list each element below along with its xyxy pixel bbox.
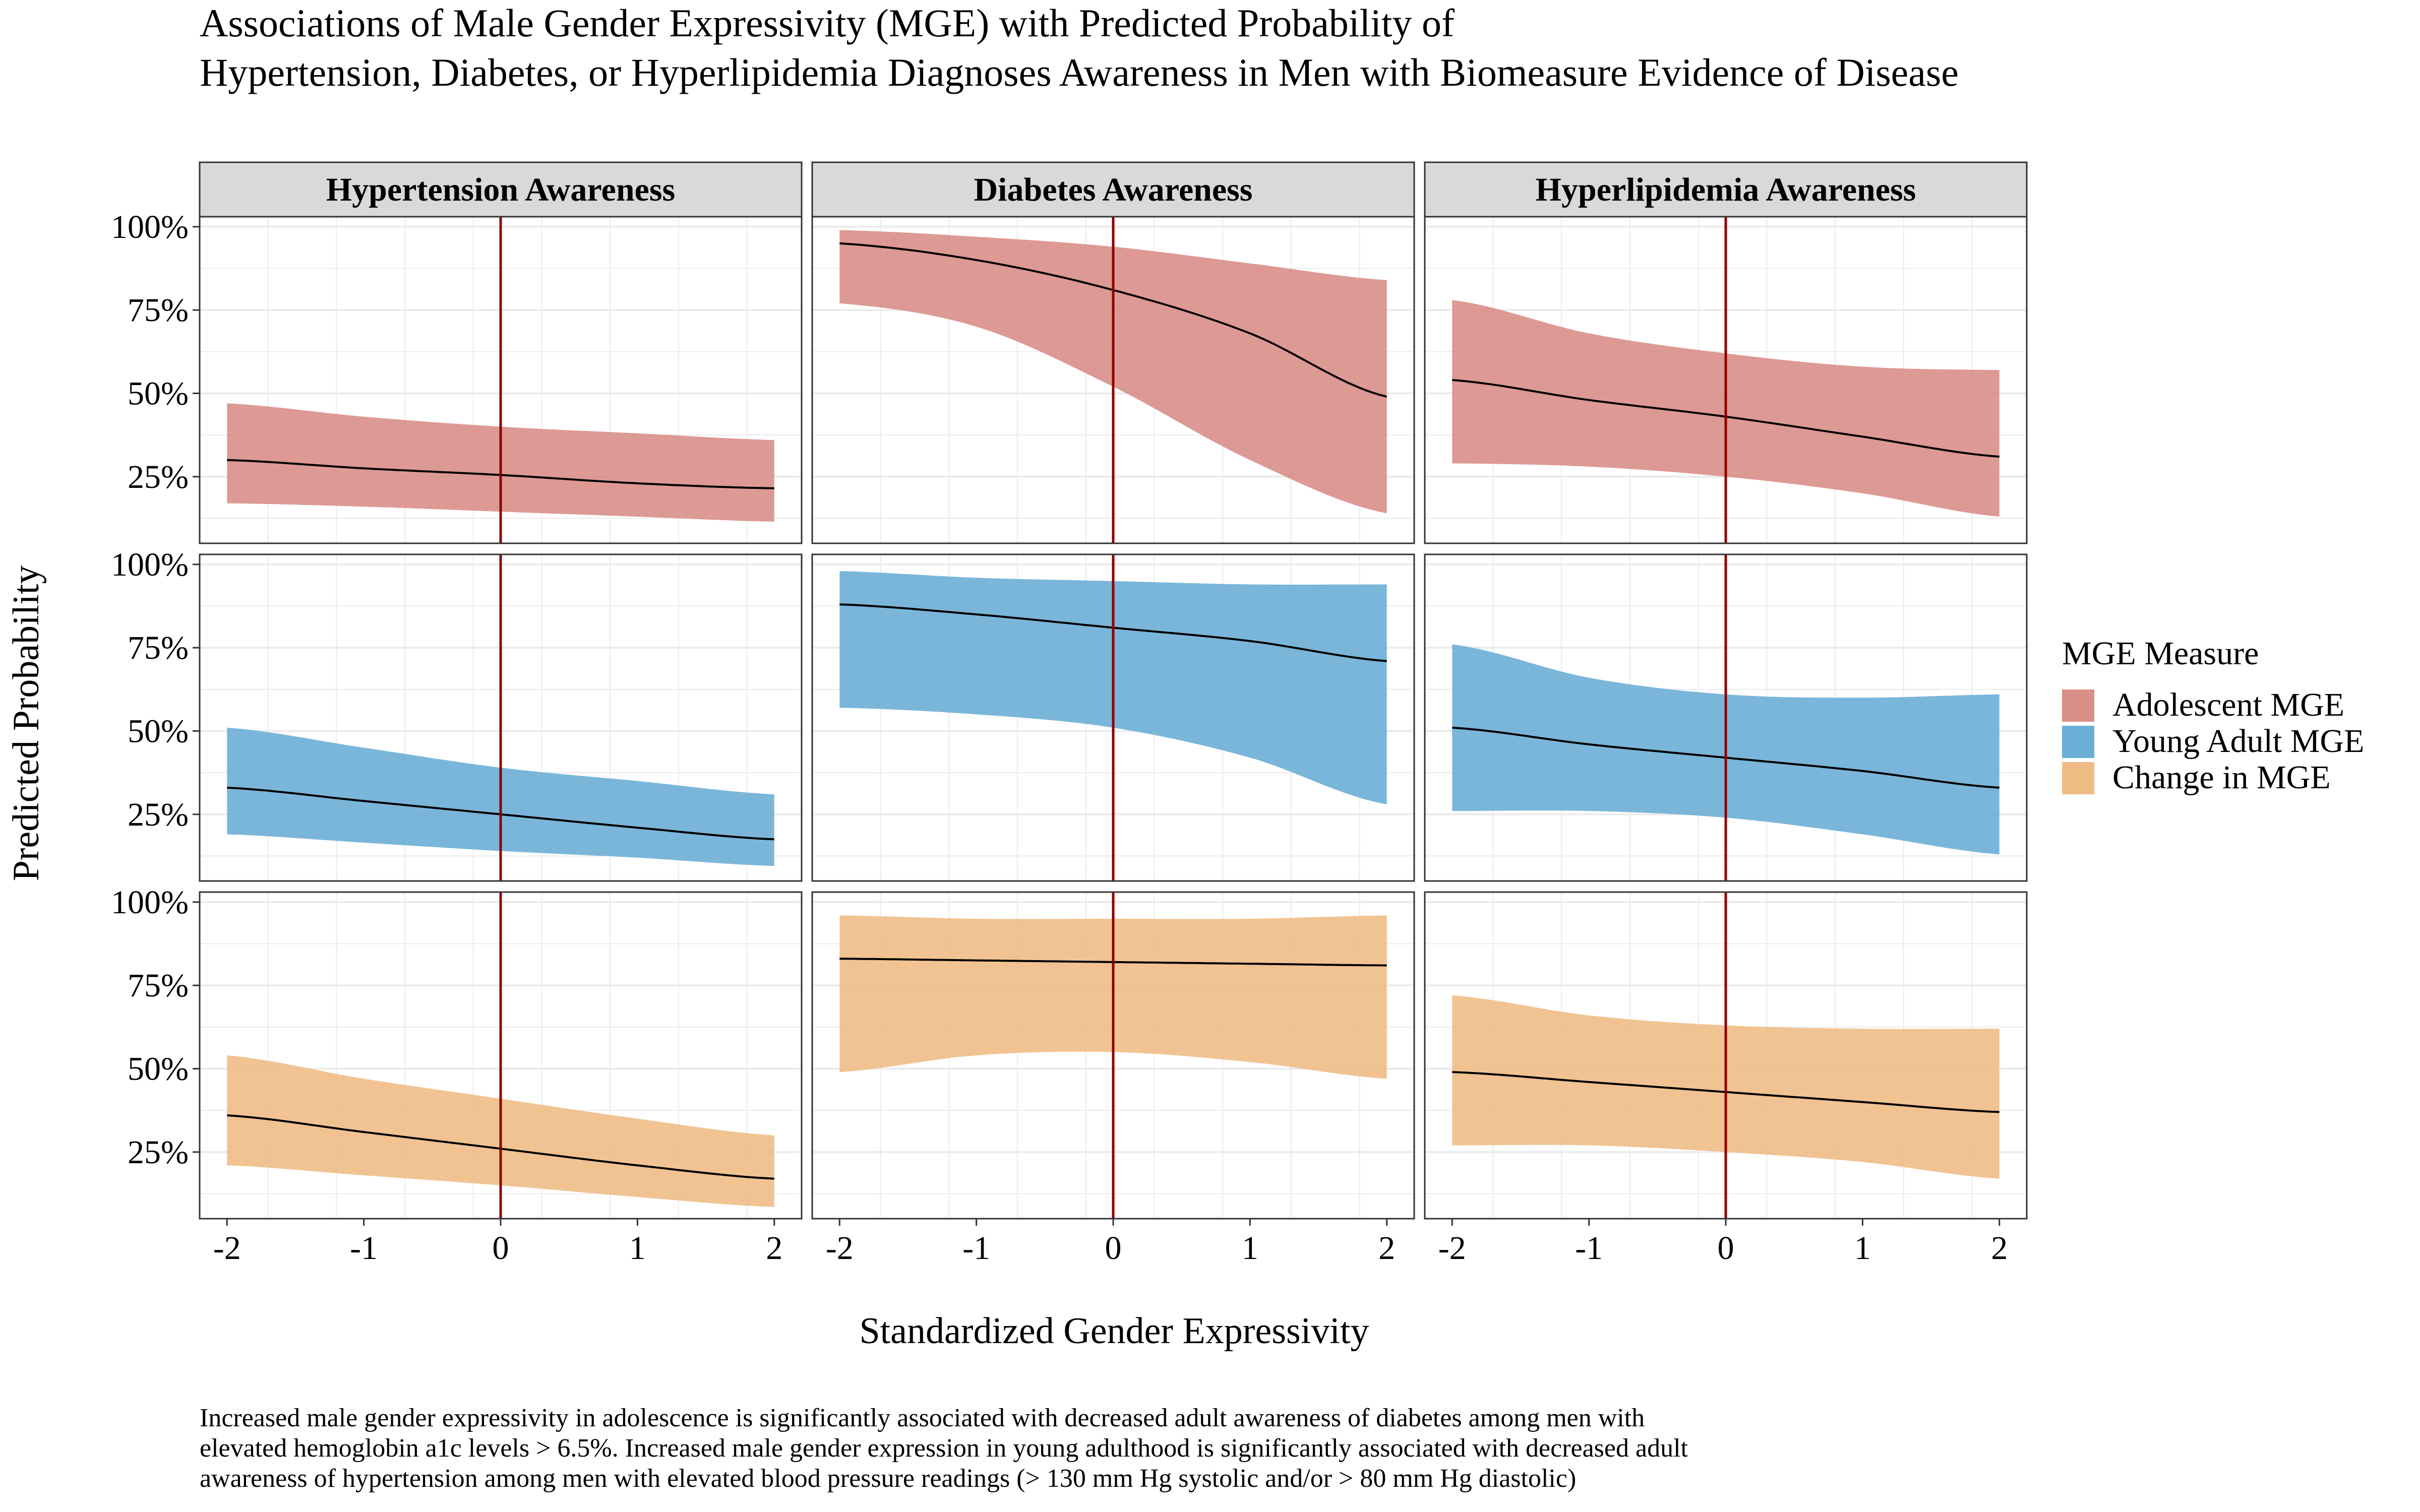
x-tick-label: -2 — [1438, 1230, 1466, 1267]
legend-entry-young-adult-mge: Young Adult MGE — [2062, 723, 2364, 760]
legend-swatch — [2062, 762, 2094, 794]
x-axis-ticks: -2 -1 0 1 2 — [1438, 1219, 2008, 1267]
legend-label: Change in MGE — [2112, 759, 2331, 796]
legend-entry-adolescent-mge: Adolescent MGE — [2062, 686, 2344, 723]
chart-title-line-2: Hypertension, Diabetes, or Hyperlipidemi… — [200, 50, 1959, 94]
panel-border — [1424, 553, 2028, 882]
y-axis-ticks: 25% 50% 75% 100% — [111, 209, 200, 495]
x-tick-label: -1 — [962, 1230, 990, 1267]
y-tick-label: 75% — [128, 629, 189, 666]
panel-hyperlipidemia-awareness-young-adult-mge — [1424, 553, 2028, 882]
y-axis-title: Predicted Probability — [6, 565, 47, 881]
panel-border — [811, 216, 1415, 544]
caption-line-2: elevated hemoglobin a1c levels > 6.5%. I… — [200, 1434, 1688, 1463]
legend-title: MGE Measure — [2062, 635, 2259, 672]
chart-title-line-1: Associations of Male Gender Expressivity… — [200, 1, 1455, 45]
x-tick-label: 2 — [1378, 1230, 1395, 1267]
panel-border — [199, 553, 803, 882]
strip-background — [811, 161, 1415, 218]
strip-hypertension-awareness: Hypertension Awareness — [199, 161, 803, 218]
y-axis-ticks: 25% 50% 75% 100% — [111, 884, 200, 1171]
strip-label: Hypertension Awareness — [326, 171, 675, 208]
strip-hyperlipidemia-awareness: Hyperlipidemia Awareness — [1424, 161, 2028, 218]
caption-line-1: Increased male gender expressivity in ad… — [200, 1404, 1645, 1432]
x-tick-label: 0 — [1718, 1230, 1734, 1267]
x-axis-title: Standardized Gender Expressivity — [859, 1310, 1369, 1352]
strip-label: Hyperlipidemia Awareness — [1536, 171, 1916, 208]
strip-background — [1424, 161, 2028, 218]
x-tick-label: 1 — [1242, 1230, 1258, 1267]
panel-border — [199, 216, 803, 544]
panel-hypertension-awareness-adolescent-mge: 25% 50% 75% 100% — [111, 209, 803, 544]
y-tick-label: 25% — [128, 796, 189, 833]
caption: Increased male gender expressivity in ad… — [200, 1404, 1688, 1493]
x-tick-label: -1 — [1575, 1230, 1603, 1267]
legend-swatch — [2062, 689, 2094, 722]
y-tick-label: 50% — [128, 713, 189, 749]
panel-diabetes-awareness-adolescent-mge — [811, 216, 1415, 544]
strip-background — [199, 161, 803, 218]
y-tick-label: 75% — [128, 967, 189, 1004]
legend-swatch — [2062, 726, 2094, 758]
y-tick-label: 100% — [111, 209, 189, 245]
panel-border — [1424, 216, 2028, 544]
panels: Hypertension Awareness Diabetes Awareness… — [111, 161, 2028, 1267]
x-tick-label: 0 — [1105, 1230, 1122, 1267]
x-tick-label: 1 — [629, 1230, 646, 1267]
x-tick-label: 0 — [493, 1230, 509, 1267]
y-tick-label: 25% — [128, 459, 189, 495]
x-tick-label: 2 — [1991, 1230, 2008, 1267]
x-tick-label: -1 — [350, 1230, 378, 1267]
panel-hypertension-awareness-young-adult-mge: 25% 50% 75% 100% — [111, 546, 803, 882]
legend-label: Adolescent MGE — [2112, 686, 2344, 723]
legend-entry-change-in-mge: Change in MGE — [2062, 759, 2331, 796]
panel-diabetes-awareness-change-in-mge: -2 -1 0 1 2 — [811, 891, 1415, 1267]
x-tick-label: 2 — [766, 1230, 782, 1267]
panel-diabetes-awareness-young-adult-mge — [811, 553, 1415, 882]
panel-border — [811, 553, 1415, 882]
y-tick-label: 100% — [111, 884, 189, 921]
y-tick-label: 100% — [111, 546, 189, 583]
y-tick-label: 25% — [128, 1134, 189, 1171]
x-tick-label: 1 — [1854, 1230, 1871, 1267]
y-tick-label: 50% — [128, 1050, 189, 1087]
x-axis-ticks: -2 -1 0 1 2 — [213, 1219, 782, 1267]
x-axis-ticks: -2 -1 0 1 2 — [826, 1219, 1395, 1267]
legend-label: Young Adult MGE — [2112, 723, 2364, 760]
y-tick-label: 50% — [128, 375, 189, 412]
caption-line-3: awareness of hypertension among men with… — [200, 1464, 1576, 1493]
strip-diabetes-awareness: Diabetes Awareness — [811, 161, 1415, 218]
panel-hyperlipidemia-awareness-adolescent-mge — [1424, 216, 2028, 544]
x-tick-label: -2 — [213, 1230, 241, 1267]
panel-hyperlipidemia-awareness-change-in-mge: -2 -1 0 1 2 — [1424, 891, 2028, 1267]
y-tick-label: 75% — [128, 292, 189, 329]
x-tick-label: -2 — [826, 1230, 854, 1267]
y-axis-ticks: 25% 50% 75% 100% — [111, 546, 200, 833]
panel-hypertension-awareness-change-in-mge: 25% 50% 75% 100% -2 -1 0 1 2 — [111, 884, 803, 1267]
strip-label: Diabetes Awareness — [974, 171, 1252, 208]
